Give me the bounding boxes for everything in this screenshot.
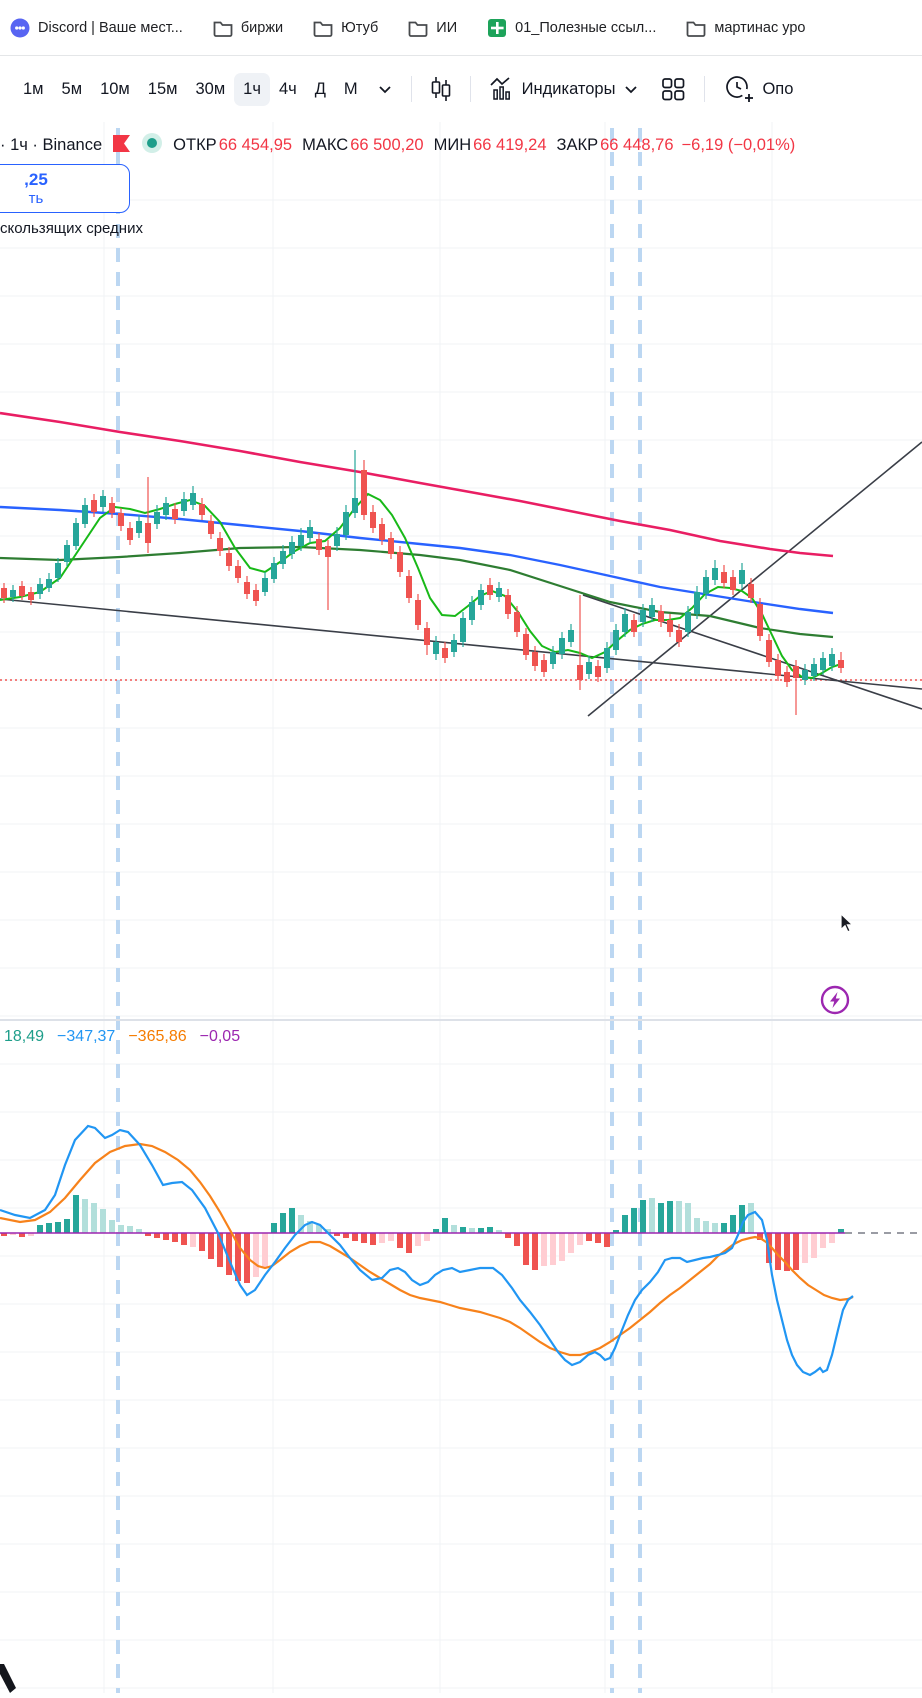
- browser-bookmarks-bar: Discord | Ваше мест... биржи Ютуб ИИ 01_…: [0, 0, 922, 56]
- candlestick-icon: [431, 77, 450, 101]
- trade-price-partial: ,25: [24, 170, 48, 190]
- indicator-legend-ma-ribbon[interactable]: скользящих средних: [0, 220, 143, 237]
- alerts-label: Опо: [762, 79, 794, 98]
- alerts-button[interactable]: Опо: [715, 68, 801, 110]
- indicators-icon: [490, 77, 510, 100]
- low-label: МИН: [433, 136, 472, 154]
- price-and-macd-plot[interactable]: [0, 122, 922, 1693]
- grid-layout-icon: [662, 78, 685, 101]
- indicators-button[interactable]: Индикаторы: [481, 71, 647, 107]
- folder-icon: [213, 19, 233, 37]
- macd-line-value: −347,37: [57, 1028, 116, 1045]
- bookmark-label: биржи: [240, 19, 284, 36]
- indicators-label: Индикаторы: [521, 79, 616, 98]
- timeframe-dropdown-chevron-icon[interactable]: [369, 73, 401, 106]
- timeframe-5m[interactable]: 5м: [61, 79, 83, 98]
- watermark-glyph: [0, 1662, 20, 1698]
- macd-histogram-value: 18,49: [4, 1028, 45, 1045]
- macd-signal-value: −365,86: [128, 1028, 187, 1045]
- bookmark-folder-youtube[interactable]: Ютуб: [313, 19, 378, 37]
- symbol-info-row: · 1ч · Binance ОТКР 66 454,95 МАКС 66 50…: [0, 132, 795, 159]
- trade-price-badge[interactable]: ,25 ть: [0, 164, 130, 213]
- timeframe-15m[interactable]: 15м: [147, 79, 178, 98]
- chart-toolbar: 1м 5м 10м 15м 30м 1ч 4ч Д М Индикаторы О…: [0, 56, 922, 123]
- toolbar-separator: [704, 76, 706, 102]
- market-status-dot-icon[interactable]: [141, 132, 163, 159]
- toolbar-separator: [469, 76, 471, 102]
- macd-legend-values: 18,49 −347,37 −365,86 −0,05: [4, 1028, 240, 1046]
- close-label: ЗАКР: [556, 136, 599, 154]
- timeframe-10m[interactable]: 10м: [100, 79, 130, 98]
- symbol-name[interactable]: · 1ч · Binance: [0, 136, 103, 154]
- bookmark-discord[interactable]: Discord | Ваше мест...: [10, 18, 183, 38]
- toolbar-separator: [410, 76, 412, 102]
- bookmark-folder-birzhi[interactable]: биржи: [213, 19, 283, 37]
- timeframe-30m[interactable]: 30м: [195, 79, 226, 98]
- discord-icon: [10, 18, 30, 38]
- bookmark-label: Ютуб: [341, 19, 379, 36]
- flag-icon[interactable]: [112, 134, 131, 158]
- high-label: МАКС: [302, 136, 349, 154]
- alert-clock-plus-icon: [726, 76, 754, 102]
- open-value: 66 454,95: [218, 136, 293, 154]
- bookmark-folder-ai[interactable]: ИИ: [408, 19, 457, 37]
- macd-cross-value: −0,05: [199, 1028, 241, 1045]
- instant-trading-lightning-button[interactable]: [820, 985, 850, 1015]
- folder-icon: [686, 19, 706, 37]
- close-value: 66 448,76: [600, 136, 674, 154]
- bookmark-label: 01_Полезные ссыл...: [515, 19, 657, 36]
- low-value: 66 419,24: [473, 136, 547, 154]
- bookmark-folder-martinas[interactable]: мартинас уро: [686, 19, 805, 37]
- bookmark-label: мартинас уро: [714, 19, 806, 36]
- layout-templates-button[interactable]: [652, 70, 694, 108]
- bookmark-label: ИИ: [436, 19, 458, 36]
- lightning-bolt-icon: [820, 985, 850, 1015]
- change-value: −6,19 (−0,01%): [681, 136, 796, 154]
- timeframe-4h[interactable]: 4ч: [278, 79, 297, 98]
- timeframe-1m[interactable]: 1м: [23, 79, 44, 98]
- timeframe-day[interactable]: Д: [314, 79, 326, 98]
- chevron-down-icon: [625, 85, 638, 93]
- bookmark-label: Discord | Ваше мест...: [38, 19, 183, 36]
- trade-action-partial: ть: [28, 189, 44, 207]
- mouse-cursor: [840, 912, 858, 939]
- timeframe-1h-active[interactable]: 1ч: [234, 72, 270, 106]
- chart-type-candles-button[interactable]: [422, 70, 460, 108]
- spreadsheet-icon: [487, 18, 507, 38]
- folder-icon: [408, 19, 428, 37]
- high-value: 66 500,20: [350, 136, 424, 154]
- open-label: ОТКР: [173, 136, 217, 154]
- bookmark-sheets-links[interactable]: 01_Полезные ссыл...: [487, 18, 656, 38]
- folder-icon: [313, 19, 333, 37]
- timeframe-month[interactable]: М: [343, 79, 358, 98]
- chart-canvas-area[interactable]: · 1ч · Binance ОТКР 66 454,95 МАКС 66 50…: [0, 122, 922, 1693]
